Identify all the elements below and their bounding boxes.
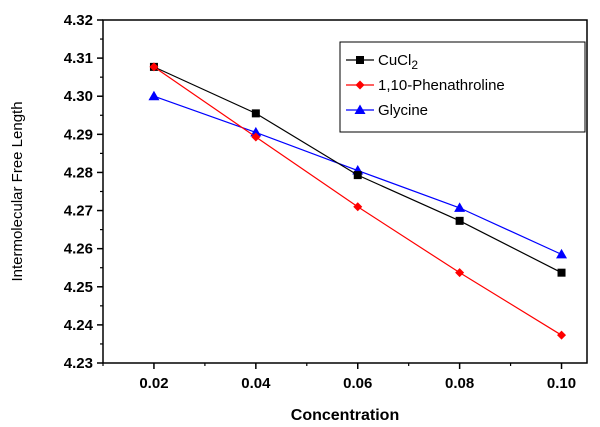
y-tick-label: 4.26 (64, 241, 93, 258)
legend-label: Glycine (378, 102, 428, 119)
y-tick-label: 4.25 (64, 279, 93, 296)
x-tick-label: 0.04 (241, 375, 271, 392)
legend-item: Glycine (346, 102, 428, 119)
y-tick-label: 4.32 (64, 12, 93, 29)
data-point (454, 202, 466, 212)
y-tick-label: 4.29 (64, 126, 93, 143)
legend-label: CuCl2 (378, 52, 418, 72)
y-tick-label: 4.30 (64, 88, 93, 105)
legend-item: 1,10-Phenathroline (346, 77, 505, 94)
data-point (354, 104, 366, 114)
legend-label: 1,10-Phenathroline (378, 77, 505, 94)
x-axis-title: Concentration (291, 407, 399, 424)
x-tick-label: 0.06 (343, 375, 372, 392)
x-tick-label: 0.08 (445, 375, 474, 392)
y-tick-label: 4.31 (64, 50, 93, 67)
legend-box (339, 41, 586, 133)
x-tick-labels: 0.02 0.04 0.06 0.08 0.10 (139, 375, 576, 392)
data-point (251, 109, 260, 118)
data-point (455, 268, 465, 278)
y-axis-title: Intermolecular Free Length (9, 101, 26, 281)
y-tick-label: 4.27 (64, 203, 93, 220)
y-tick-label: 4.28 (64, 164, 93, 181)
data-point (148, 90, 160, 101)
data-point (250, 126, 262, 137)
data-point (149, 62, 159, 72)
y-tick-label: 4.24 (64, 317, 94, 334)
data-point (557, 330, 567, 340)
x-tick-label: 0.10 (547, 375, 576, 392)
data-point (353, 171, 362, 180)
plot-frame (102, 19, 588, 364)
legend-item: CuCl2 (346, 52, 418, 72)
data-point (556, 248, 568, 259)
legend: CuCl2 1,10-Phenathroline Glycine (339, 41, 586, 133)
data-point (455, 216, 464, 225)
data-point (355, 80, 365, 90)
x-tick-label: 0.02 (139, 375, 168, 392)
data-point (557, 268, 566, 277)
data-point (356, 56, 364, 64)
data-point (251, 132, 261, 142)
series-layer (148, 62, 568, 340)
data-point (353, 202, 363, 212)
y-tick-label: 4.23 (64, 355, 93, 372)
series-1 (149, 62, 567, 340)
y-tick-labels: 4.23 4.24 4.25 4.26 4.27 4.28 4.29 4.30 4.31 4.32 (64, 12, 94, 372)
